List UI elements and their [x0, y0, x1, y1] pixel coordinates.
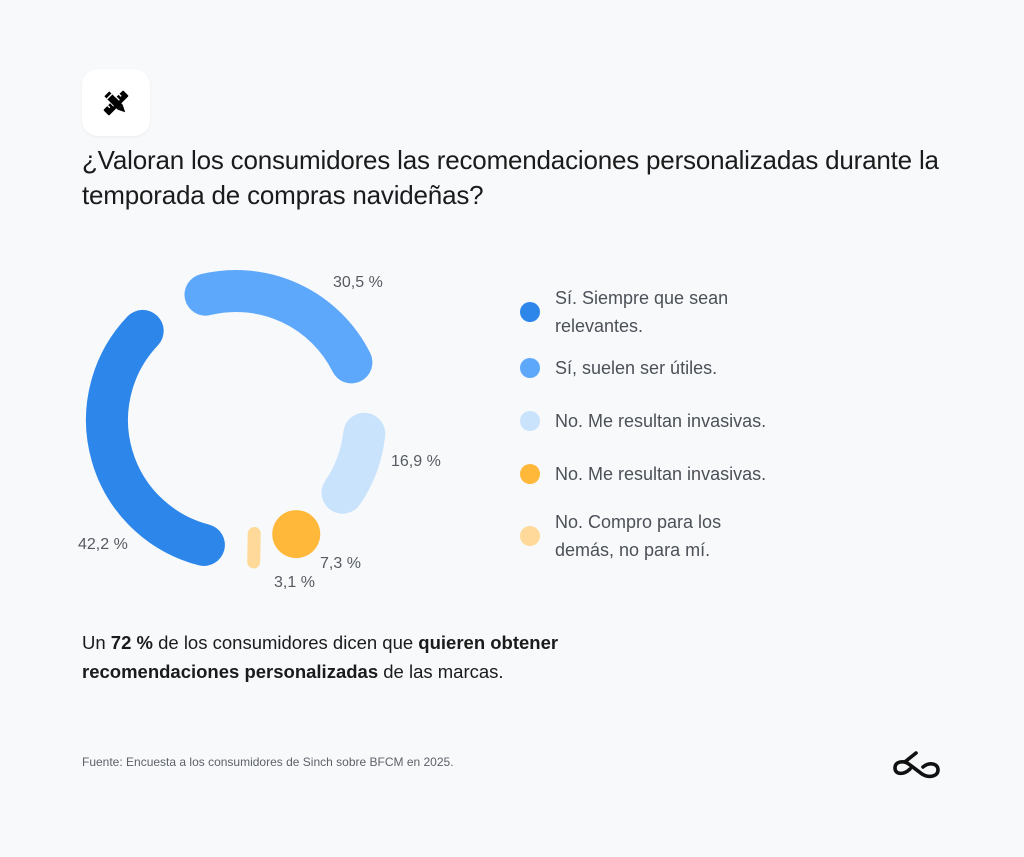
legend-item: No. Me resultan invasivas. — [520, 460, 840, 488]
legend-swatch — [520, 464, 540, 484]
page-title: ¿Valoran los consumidores las recomendac… — [82, 145, 939, 210]
slice-value-label: 42,2 % — [78, 536, 128, 553]
source-note: Fuente: Encuesta a los consumidores de S… — [82, 755, 454, 769]
summary-highlight: 72 % — [110, 632, 153, 653]
summary-part: de los consumidores dicen que — [152, 632, 419, 653]
category-icon-box — [82, 69, 150, 136]
legend-swatch — [520, 302, 540, 322]
slice-value-label: 7,3 % — [320, 555, 361, 572]
summary-text: Un 72 % de los consumidores dicen que qu… — [82, 628, 702, 686]
summary-part: Un — [82, 632, 111, 653]
donut-slice — [184, 270, 373, 384]
legend-label: No. Compro para los demás, no para mí. — [555, 512, 722, 560]
summary-part: de las marcas. — [378, 661, 504, 682]
legend-label: Sí. Siempre que sean relevantes. — [555, 288, 729, 336]
slice-value-label: 16,9 % — [391, 453, 441, 470]
legend-label: No. Me resultan invasivas. — [555, 411, 767, 431]
legend-label: Sí, suelen ser útiles. — [555, 358, 718, 378]
legend-item: No. Compro para los demás, no para mí. — [520, 508, 840, 564]
legend-swatch — [520, 358, 540, 378]
legend-item: Sí, suelen ser útiles. — [520, 354, 840, 382]
legend-item: Sí. Siempre que sean relevantes. — [520, 284, 840, 340]
donut-slice — [272, 510, 321, 559]
summary-highlight: quieren obtener recomendaciones personal… — [82, 632, 559, 682]
sinch-logo-icon — [893, 751, 940, 779]
chart-legend: Sí. Siempre que sean relevantes. Sí, sue… — [520, 284, 840, 564]
pencil-ruler-icon — [103, 90, 129, 115]
donut-slice — [86, 309, 225, 566]
slice-value-label: 3,1 % — [274, 574, 315, 591]
legend-swatch — [520, 411, 540, 431]
legend-swatch — [520, 526, 540, 546]
donut-slice — [247, 527, 261, 569]
donut-slice — [321, 412, 386, 514]
legend-label: No. Me resultan invasivas. — [555, 464, 767, 484]
legend-item: No. Me resultan invasivas. — [520, 407, 840, 435]
slice-value-label: 30,5 % — [333, 274, 383, 291]
